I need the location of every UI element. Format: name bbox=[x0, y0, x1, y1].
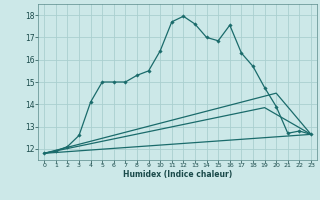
X-axis label: Humidex (Indice chaleur): Humidex (Indice chaleur) bbox=[123, 170, 232, 179]
